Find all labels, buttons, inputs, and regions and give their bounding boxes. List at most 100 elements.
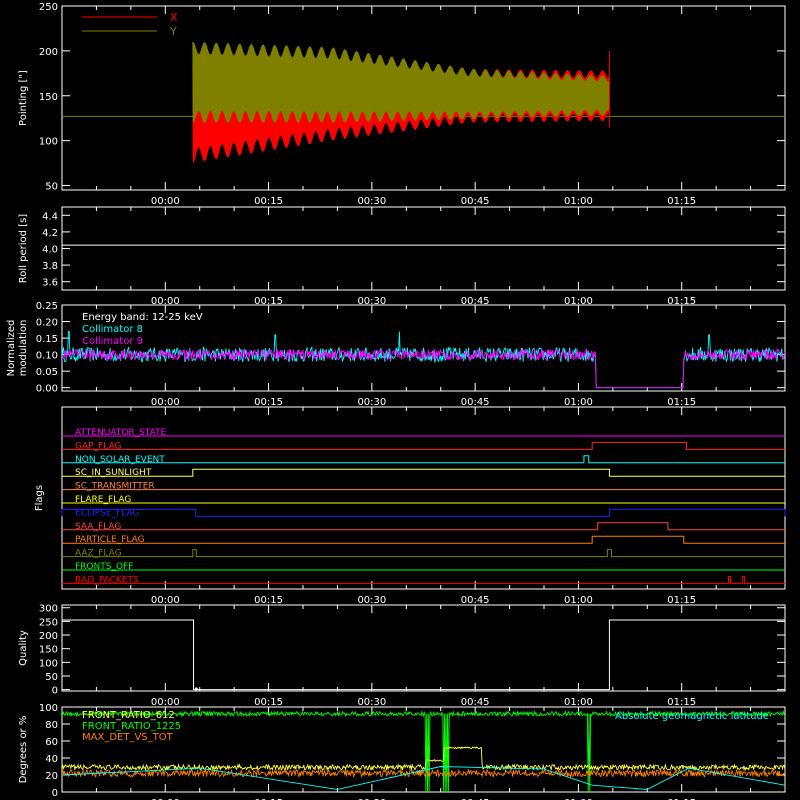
x-tick-label: 00:30 bbox=[357, 697, 386, 708]
annotation-label: Collimator 8 bbox=[82, 324, 143, 335]
quality-point bbox=[194, 687, 198, 691]
x-tick-label: 00:45 bbox=[461, 697, 490, 708]
y-tick-label: 0 bbox=[52, 686, 58, 697]
legend-label: FRONT_RATIO_1225 bbox=[82, 721, 181, 732]
plot-frame bbox=[61, 5, 786, 191]
legend-label: MAX_DET_VS_TOT bbox=[82, 732, 174, 743]
flag-label: BAD_PACKETS bbox=[75, 575, 139, 585]
flag-label: ATTENUATOR_STATE bbox=[75, 428, 167, 438]
x-tick-label: 00:00 bbox=[151, 296, 180, 307]
flag-trace-bad-packets bbox=[62, 575, 785, 584]
x-tick-label: 00:00 bbox=[151, 697, 180, 708]
legend-label: Y bbox=[169, 25, 177, 38]
x-tick-label: 01:15 bbox=[667, 798, 696, 800]
x-tick-label: 00:15 bbox=[254, 196, 283, 207]
y-tick-label: 0 bbox=[52, 788, 58, 799]
y-axis-label: Roll period [s] bbox=[18, 214, 29, 283]
legend-label: X bbox=[170, 11, 178, 24]
x-tick-label: 00:15 bbox=[254, 697, 283, 708]
x-tick-label: 00:30 bbox=[357, 397, 386, 408]
series-front-ratio-612-line bbox=[62, 746, 785, 772]
y-tick-label: 150 bbox=[39, 92, 58, 103]
y-axis-label: Quality bbox=[18, 630, 29, 666]
plot-frame bbox=[61, 706, 786, 793]
x-tick-label: 00:15 bbox=[254, 397, 283, 408]
flag-label: GAP_FLAG bbox=[75, 441, 121, 451]
panel-2: 00:00 00:15 00:30 00:45 01:00 01:15 3.6 3.8 4.0 4… bbox=[18, 206, 786, 307]
y-tick-label: 20 bbox=[45, 771, 58, 782]
panel-4: 00:00 00:15 00:30 00:45 01:00 01:15 ATTENUATOR… bbox=[34, 406, 786, 606]
y-tick-label: 60 bbox=[45, 737, 58, 748]
x-tick-label: 00:15 bbox=[254, 595, 283, 606]
x-tick-label: 00:00 bbox=[151, 595, 180, 606]
y-tick-label: 0.10 bbox=[36, 351, 58, 362]
x-tick-label: 01:15 bbox=[667, 196, 696, 207]
panel-5: 00:00 00:15 00:30 00:45 01:00 01:15 0 50 100 150 2… bbox=[18, 604, 786, 708]
x-tick-label: 00:00 bbox=[151, 798, 180, 800]
flag-label: FRONTS_OFF bbox=[75, 562, 133, 572]
y-tick-label: 250 bbox=[39, 2, 58, 13]
flag-label: AAZ_FLAG bbox=[75, 549, 122, 559]
y-tick-label: 80 bbox=[45, 720, 58, 731]
series-y-line bbox=[192, 41, 610, 123]
x-tick-label: 00:45 bbox=[461, 196, 490, 207]
x-tick-label: 00:30 bbox=[357, 798, 386, 800]
plot-frame bbox=[61, 304, 786, 392]
x-tick-label: 00:45 bbox=[461, 798, 490, 800]
x-tick-label: 00:15 bbox=[254, 798, 283, 800]
y-tick-label: 0.00 bbox=[36, 384, 58, 395]
x-tick-label: 00:45 bbox=[461, 595, 490, 606]
y-tick-label: 4.2 bbox=[42, 228, 58, 239]
flag-label: ECLIPSE_FLAG bbox=[75, 508, 139, 518]
flag-trace-particle-flag bbox=[62, 535, 785, 544]
quality-line bbox=[62, 619, 785, 691]
series-absolute-geomagnetic-latitude-line bbox=[62, 766, 785, 790]
y-tick-label: 150 bbox=[39, 645, 58, 656]
y-tick-label: 50 bbox=[45, 182, 58, 193]
panel-3: 00:00 00:15 00:30 00:45 01:00 01:15 0.00 0.05 0.… bbox=[6, 301, 786, 408]
flag-trace-non-solar-event bbox=[62, 455, 785, 464]
y-tick-label: 300 bbox=[39, 604, 58, 615]
flag-trace-eclipse-flag bbox=[61, 508, 786, 517]
x-tick-label: 01:00 bbox=[564, 798, 593, 800]
y-tick-label: 100 bbox=[39, 658, 58, 669]
series-collimator-8-line bbox=[62, 331, 785, 389]
x-tick-label: 00:15 bbox=[254, 296, 283, 307]
flag-label: SAA_FLAG bbox=[75, 522, 121, 532]
series-front-ratio-1225-line bbox=[62, 709, 785, 792]
x-tick-label: 00:45 bbox=[461, 296, 490, 307]
x-tick-label: 00:30 bbox=[357, 296, 386, 307]
series-max-det-vs-tot-line bbox=[62, 768, 785, 779]
flag-label: PARTICLE_FLAG bbox=[75, 535, 145, 545]
y-tick-label: 3.6 bbox=[42, 278, 58, 289]
x-tick-label: 00:00 bbox=[151, 196, 180, 207]
y-tick-label: 0.15 bbox=[36, 334, 58, 345]
y-tick-label: 100 bbox=[39, 137, 58, 148]
flag-label: SC_IN_SUNLIGHT bbox=[75, 468, 152, 478]
y-tick-label: 0.05 bbox=[36, 367, 58, 378]
y-tick-label: 250 bbox=[39, 617, 58, 628]
x-tick-label: 01:15 bbox=[667, 697, 696, 708]
y-axis-label: Degrees or % bbox=[18, 716, 29, 784]
plot-frame bbox=[61, 206, 786, 291]
x-tick-label: 01:00 bbox=[564, 697, 593, 708]
y-tick-label: 0.20 bbox=[36, 318, 58, 329]
x-tick-label: 01:00 bbox=[564, 296, 593, 307]
y-tick-label: 4.0 bbox=[42, 245, 58, 256]
y-tick-label: 3.8 bbox=[42, 261, 58, 272]
x-tick-label: 01:00 bbox=[564, 397, 593, 408]
y-axis-label: modulation bbox=[18, 320, 29, 377]
y-tick-label: 40 bbox=[45, 754, 58, 765]
y-tick-label: 4.4 bbox=[42, 211, 58, 222]
series-collimator-9-line bbox=[62, 347, 785, 389]
x-tick-label: 01:15 bbox=[667, 397, 696, 408]
flag-label: FLARE_FLAG bbox=[75, 495, 131, 505]
x-tick-label: 00:00 bbox=[151, 397, 180, 408]
flag-label: SC_TRANSMITTER bbox=[75, 482, 155, 492]
plot-frame bbox=[61, 604, 786, 692]
flag-trace-aaz-flag bbox=[62, 549, 785, 558]
x-tick-label: 00:45 bbox=[461, 397, 490, 408]
panel-1: 00:00 00:15 00:30 00:45 01:00 01:15 50 100 150 20… bbox=[18, 2, 786, 207]
x-tick-label: 00:30 bbox=[357, 196, 386, 207]
